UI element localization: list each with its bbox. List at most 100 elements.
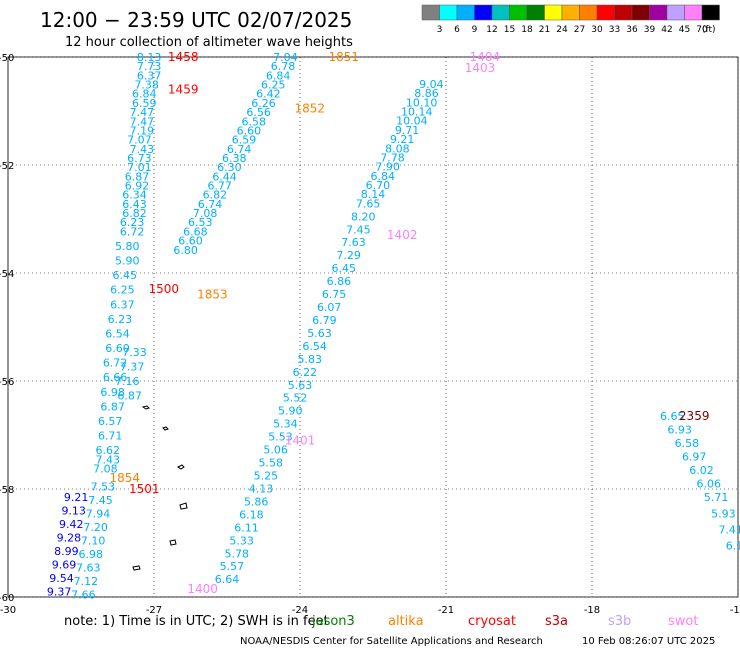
wave-height-value: 6.11 — [234, 521, 259, 534]
wave-height-value: 6.54 — [302, 340, 327, 353]
x-tick-label: -15 — [730, 605, 740, 616]
wave-height-value: 7.66 — [71, 588, 96, 601]
wave-height-value: 5.83 — [297, 353, 322, 366]
wave-height-value: 9.04 — [419, 78, 444, 91]
wave-height-value: 5.90 — [278, 405, 303, 418]
time-label: 1458 — [168, 50, 199, 64]
time-label: 2359 — [679, 409, 710, 423]
wave-height-value: 7.45 — [88, 494, 113, 507]
legend-label: 21 — [539, 25, 550, 35]
wave-height-value: 6.74 — [198, 198, 223, 211]
wave-height-value: 6.77 — [207, 180, 232, 193]
wave-height-value: 6.80 — [173, 244, 198, 257]
wave-height-value: 5.58 — [259, 457, 284, 470]
satellite-label: altika — [388, 614, 424, 629]
wave-height-value: 6.43 — [122, 198, 147, 211]
x-tick-label: -18 — [584, 605, 600, 616]
wave-height-value: 7.20 — [83, 521, 108, 534]
legend-swatch — [684, 4, 703, 21]
wave-height-value: 8.86 — [414, 87, 439, 100]
legend-label: 24 — [556, 25, 568, 35]
wave-height-value: 6.82 — [203, 189, 228, 202]
wave-height-value: 7.43 — [96, 453, 121, 466]
wave-height-value: 6.97 — [682, 451, 707, 464]
wave-height-value: 6.42 — [256, 88, 281, 101]
legend-swatch — [421, 4, 440, 21]
wave-height-value: 7.65 — [356, 197, 381, 210]
wave-height-value: 6.18 — [239, 508, 264, 521]
legend-label: 39 — [644, 25, 656, 35]
chart-title: 12:00 − 23:59 UTC 02/07/2025 — [40, 8, 352, 32]
y-tick-label: -56 — [0, 377, 14, 388]
wave-height-value: 6.59 — [232, 134, 257, 147]
wave-height-value: 6.98 — [100, 386, 125, 399]
time-label: 1852 — [294, 101, 325, 115]
x-tick-label: -21 — [438, 605, 454, 616]
island-shape — [169, 539, 177, 546]
wave-height-value: 5.71 — [704, 491, 729, 504]
wave-height-value: 6.23 — [120, 216, 145, 229]
wave-height-value: 9.28 — [57, 532, 82, 545]
color-legend: 3 6 9 12 15 18 21 24 27 30 33 36 39 42 45 70(ft) — [421, 4, 720, 35]
wave-height-value: 6.45 — [332, 262, 357, 275]
wave-height-value: 6.64 — [215, 573, 240, 586]
time-labels: 1458 1459 1500 1501 1851 1852 1853 1854 14041403… — [110, 50, 710, 596]
wave-height-value: 7.47 — [130, 106, 155, 119]
wave-height-value: 7.63 — [76, 561, 101, 574]
wave-height-value: 6.23 — [108, 313, 133, 326]
footer-credit: NOAA/NESDIS Center for Satellite Applica… — [240, 636, 543, 647]
island-shape — [177, 464, 185, 470]
y-tick-label: -52 — [0, 161, 14, 172]
legend-label: 33 — [609, 25, 620, 35]
wave-height-value: 7.37 — [120, 360, 145, 373]
legend-label: 42 — [661, 25, 672, 35]
axis-ticks: -30 -27 -24 -21 -18 -15 -50 -52 -54 -56 -58 -60 — [0, 53, 740, 616]
grid — [7, 56, 739, 598]
wave-height-value: 9.54 — [49, 572, 74, 585]
wave-height-value: 5.52 — [283, 392, 308, 405]
wave-height-value: 8.20 — [351, 210, 376, 223]
time-label: 1403 — [465, 61, 496, 75]
y-tick-label: -58 — [0, 485, 14, 496]
wave-height-value: 6.07 — [317, 301, 342, 314]
legend-swatch — [666, 4, 685, 21]
wave-height-value: 6.53 — [188, 216, 213, 229]
legend-swatch — [561, 4, 580, 21]
time-label: 1401 — [285, 433, 316, 447]
time-label: 1400 — [187, 582, 218, 596]
wave-height-value: 6.02 — [689, 464, 714, 477]
x-tick-label: -27 — [146, 605, 162, 616]
wave-height-value: 9.13 — [61, 505, 86, 518]
legend-swatch — [631, 4, 650, 21]
wave-height-value: 6.30 — [217, 161, 242, 174]
wave-height-value: 8.14 — [361, 188, 386, 201]
wave-height-value: 7.08 — [193, 207, 218, 220]
legend-swatch — [474, 4, 493, 21]
wave-height-value: 6.84 — [370, 170, 395, 183]
wave-height-value: 6.25 — [261, 79, 286, 92]
legend-swatch — [509, 4, 528, 21]
footer-note: note: 1) Time is in UTC; 2) SWH is in fe… — [64, 614, 329, 629]
wave-height-value: 7.29 — [336, 249, 361, 262]
legend-swatch — [544, 4, 563, 21]
wave-height-value: 6.98 — [78, 548, 103, 561]
x-tick-label: -24 — [292, 605, 308, 616]
wave-height-value: 6.78 — [271, 60, 296, 73]
wave-height-value: 6.58 — [675, 437, 700, 450]
legend-label: 45 — [679, 25, 690, 35]
wave-height-value: 5.53 — [268, 431, 293, 444]
wave-height-value: 6.37 — [110, 298, 135, 311]
wave-height-value: 6.86 — [327, 275, 352, 288]
wave-height-value: 6.82 — [122, 207, 147, 220]
chart-subtitle: 12 hour collection of altimeter wave hei… — [65, 35, 353, 50]
satellite-label: s3b — [608, 614, 631, 629]
y-tick-label: -54 — [0, 269, 14, 280]
legend-label: 15 — [504, 25, 515, 35]
y-tick-label: -50 — [0, 53, 14, 64]
legend-swatch — [439, 4, 458, 21]
wave-height-value: 8.13 — [137, 51, 162, 64]
wave-height-value: 7.07 — [127, 134, 152, 147]
wave-height-value: 6.06 — [697, 478, 722, 491]
wave-height-value: 6.38 — [222, 152, 247, 165]
satellite-label: s3a — [545, 614, 568, 629]
